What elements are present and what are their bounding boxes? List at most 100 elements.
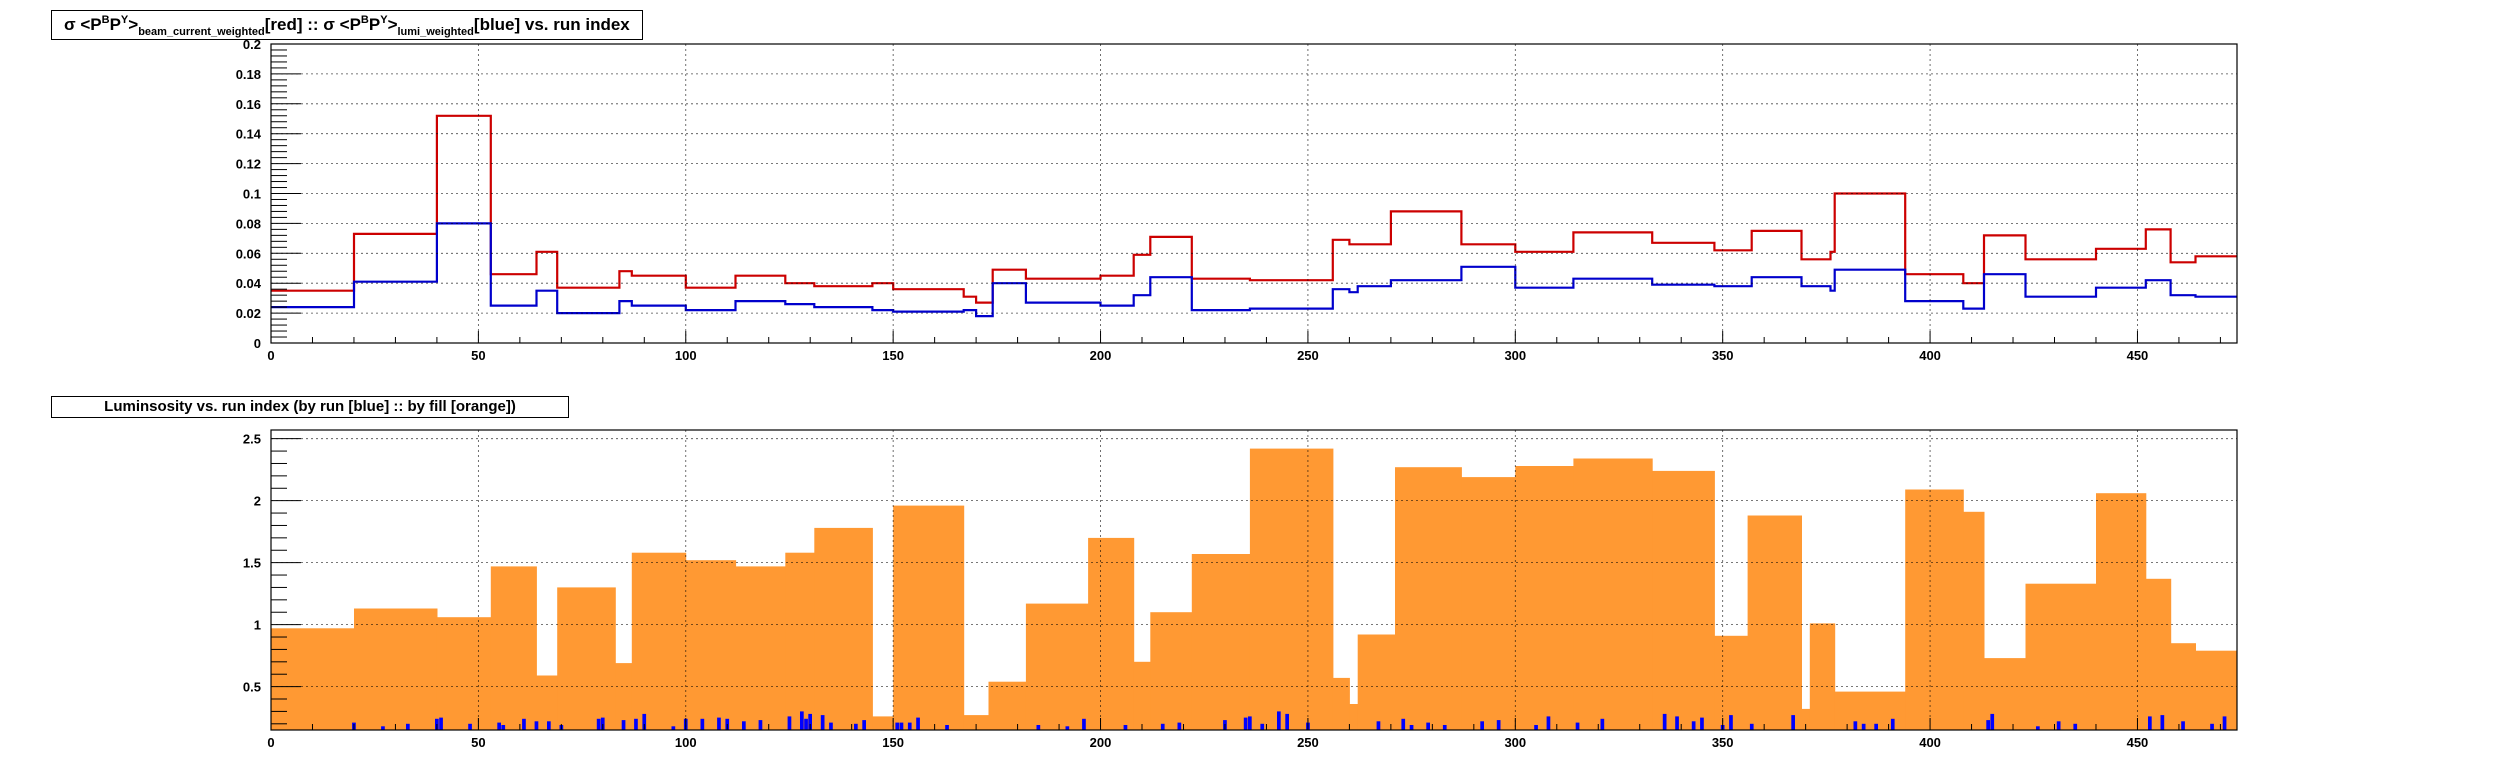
fill-bar bbox=[1747, 515, 1802, 730]
run-bar bbox=[2056, 721, 2061, 730]
fill-bar bbox=[893, 505, 965, 730]
run-bar bbox=[1749, 723, 1754, 730]
fill-bar bbox=[2025, 583, 2097, 730]
fill-bar bbox=[1652, 470, 1715, 730]
run-bar bbox=[2181, 721, 2185, 730]
x-tick-label: 250 bbox=[1297, 735, 1319, 750]
fill-bar bbox=[271, 628, 355, 730]
run-bar bbox=[1853, 721, 1858, 730]
run-bar bbox=[621, 720, 626, 730]
x-tick-label: 450 bbox=[2127, 348, 2149, 363]
x-tick-label: 200 bbox=[1090, 735, 1112, 750]
run-bar bbox=[406, 723, 410, 730]
run-bar bbox=[787, 716, 792, 730]
x-tick-label: 200 bbox=[1090, 348, 1112, 363]
fill-bar bbox=[1834, 691, 1906, 730]
y-tick-label: 0.02 bbox=[236, 306, 261, 321]
run-bar bbox=[642, 713, 647, 730]
run-bar bbox=[1700, 717, 1704, 730]
run-bar bbox=[1662, 713, 1667, 730]
run-bar bbox=[899, 722, 904, 730]
run-bar bbox=[907, 722, 912, 730]
run-bar bbox=[1426, 722, 1430, 730]
run-bar bbox=[862, 720, 866, 730]
run-bar bbox=[895, 722, 900, 730]
x-tick-label: 0 bbox=[267, 735, 274, 750]
y-tick-label: 0.04 bbox=[236, 276, 262, 291]
fill-bar bbox=[354, 608, 438, 730]
run-bar bbox=[758, 720, 763, 730]
fill-bar bbox=[536, 675, 558, 730]
fill-bar bbox=[872, 716, 894, 730]
run-bar bbox=[916, 717, 920, 730]
y-tick-label: 0.06 bbox=[236, 246, 261, 261]
run-bar bbox=[497, 722, 501, 730]
run-bar bbox=[2036, 726, 2040, 730]
fill-bar bbox=[1025, 603, 1089, 730]
fill-bar bbox=[1515, 466, 1574, 730]
y-tick-label: 0.14 bbox=[236, 127, 262, 142]
y-tick-label: 0.08 bbox=[236, 216, 261, 231]
fill-bar bbox=[490, 566, 537, 730]
run-bar bbox=[2222, 716, 2227, 730]
fill-bar bbox=[436, 617, 492, 730]
y-tick-label: 0.12 bbox=[236, 157, 261, 172]
run-bar bbox=[1442, 725, 1447, 730]
run-bar bbox=[717, 717, 721, 730]
run-bar bbox=[1480, 721, 1484, 730]
run-bar bbox=[522, 718, 526, 730]
run-bar bbox=[1123, 725, 1128, 730]
luminosity-plot-title: Luminsosity vs. run index (by run [blue]… bbox=[51, 396, 569, 418]
fill-bar bbox=[1191, 554, 1251, 730]
y-tick-label: 2 bbox=[254, 494, 261, 509]
run-bar bbox=[1082, 718, 1086, 730]
y-tick-label: 1.5 bbox=[243, 556, 261, 571]
fill-bar bbox=[1133, 661, 1151, 730]
run-bar bbox=[381, 726, 385, 730]
run-bar bbox=[2210, 723, 2214, 730]
run-bar bbox=[1986, 720, 1990, 730]
run-bar bbox=[1691, 721, 1696, 730]
run-bar bbox=[1575, 722, 1580, 730]
run-bar bbox=[501, 725, 506, 730]
fill-bar bbox=[2195, 650, 2238, 730]
fill-bar bbox=[988, 681, 1027, 730]
fill-bar bbox=[1573, 458, 1653, 730]
x-tick-label: 0 bbox=[267, 348, 274, 363]
run-bar bbox=[671, 726, 676, 730]
x-tick-label: 400 bbox=[1919, 735, 1941, 750]
series-line-1 bbox=[271, 222, 2237, 318]
y-tick-label: 0.2 bbox=[243, 37, 261, 52]
run-bar bbox=[1177, 722, 1182, 730]
run-bar bbox=[600, 717, 605, 730]
fill-bar bbox=[785, 552, 815, 730]
x-tick-label: 50 bbox=[471, 735, 485, 750]
run-bar bbox=[1248, 716, 1252, 730]
run-bar bbox=[1409, 725, 1414, 730]
fill-bar bbox=[1461, 477, 1516, 730]
x-tick-label: 50 bbox=[471, 348, 485, 363]
fill-bar bbox=[1357, 634, 1396, 730]
run-bar bbox=[1729, 715, 1733, 730]
fill-bar bbox=[685, 560, 737, 730]
run-bar bbox=[547, 721, 551, 730]
fill-bar bbox=[1088, 537, 1135, 730]
run-bar bbox=[808, 713, 812, 730]
run-bar bbox=[1861, 723, 1866, 730]
run-bar bbox=[1675, 716, 1679, 730]
fill-bar bbox=[557, 587, 616, 730]
fill-bar bbox=[1395, 467, 1462, 730]
fill-bar bbox=[1332, 677, 1350, 730]
run-bar bbox=[1874, 723, 1878, 730]
fill-bar bbox=[1905, 489, 1964, 730]
sigma-plot-title: σ <PBPY>beam_current_weighted[red] :: σ … bbox=[51, 10, 643, 40]
run-bar bbox=[1890, 718, 1895, 730]
run-bar bbox=[439, 717, 443, 730]
run-bar bbox=[1401, 718, 1406, 730]
fill-bar bbox=[1249, 448, 1334, 730]
run-bar bbox=[596, 718, 601, 730]
fill-bar bbox=[1809, 623, 1836, 730]
run-bar bbox=[2073, 723, 2078, 730]
x-tick-label: 350 bbox=[1712, 348, 1734, 363]
run-bar bbox=[820, 715, 825, 730]
